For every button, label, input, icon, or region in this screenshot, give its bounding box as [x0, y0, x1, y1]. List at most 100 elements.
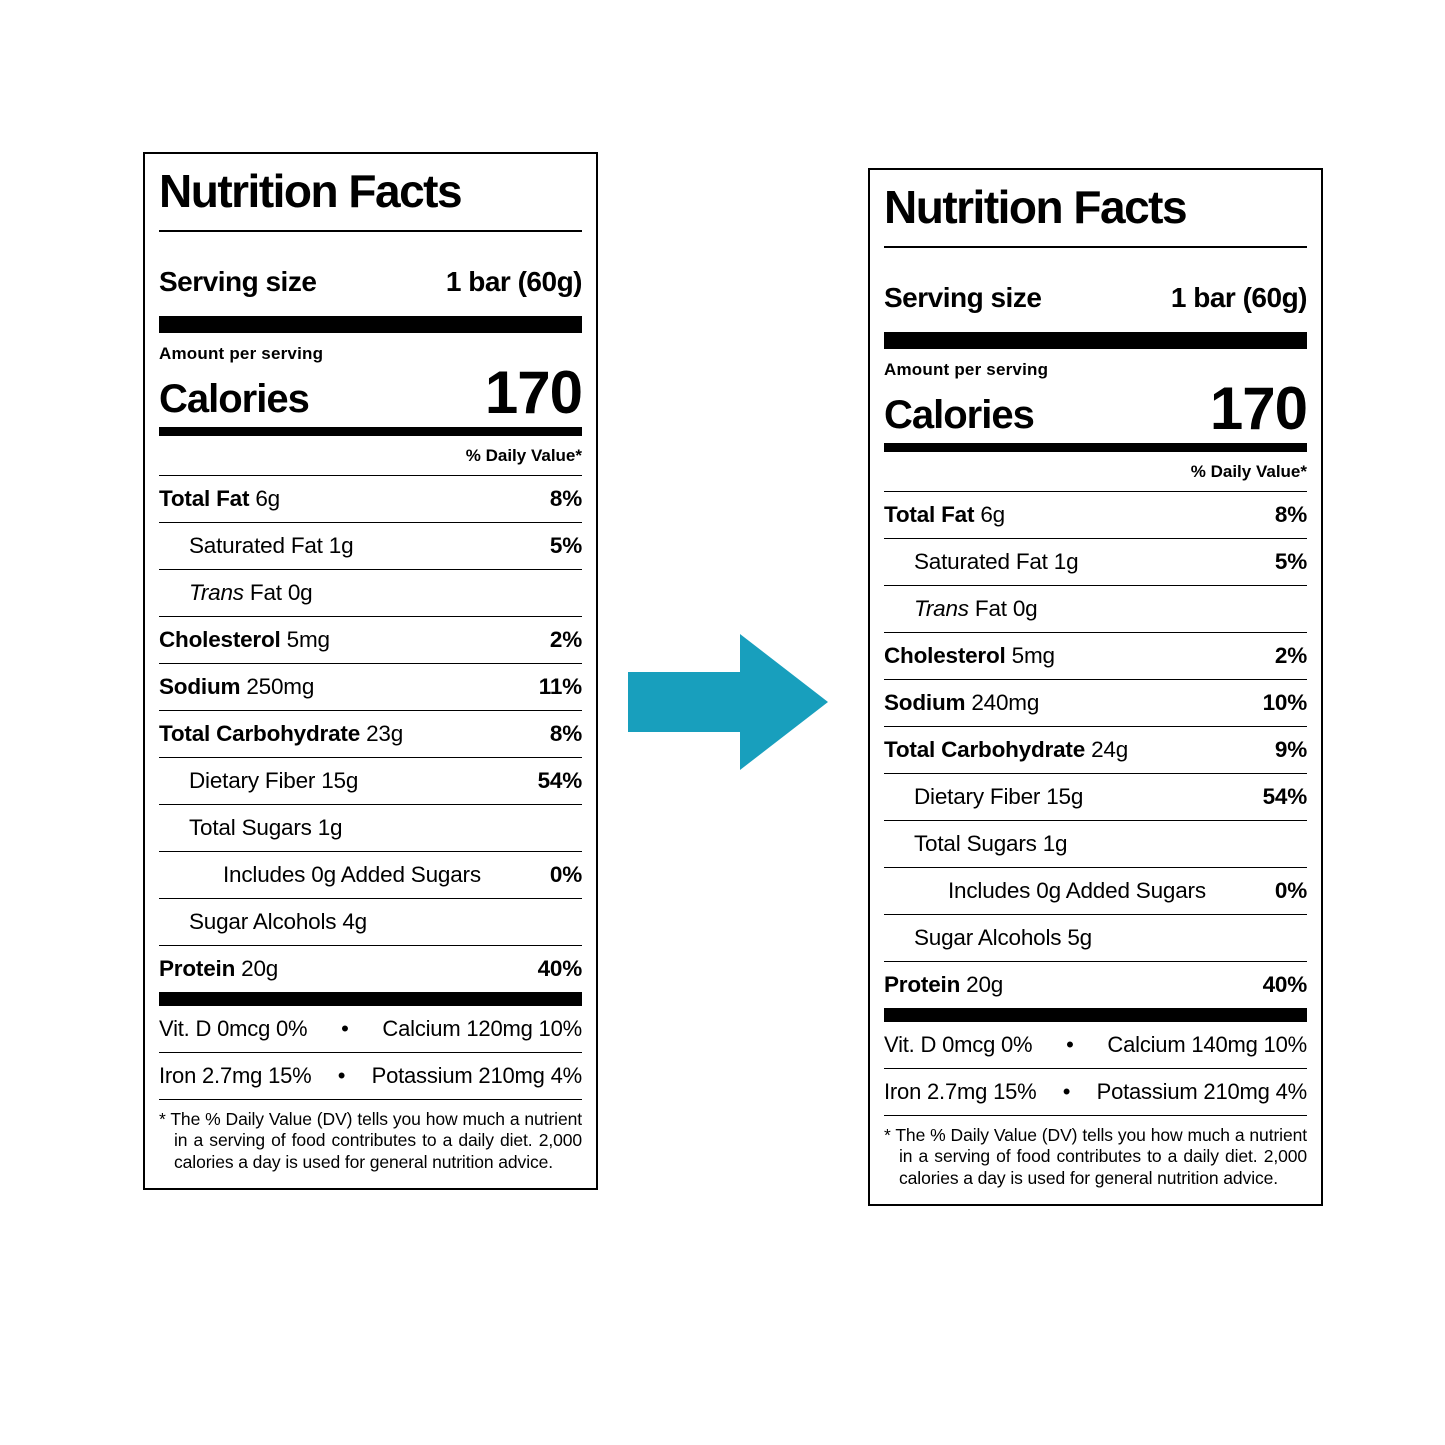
nutrient-name: Sugar Alcohols 4g [189, 908, 367, 934]
row-cholesterol: Cholesterol 5mg 2% [159, 615, 582, 663]
nutrient-name: Cholesterol 5mg [159, 627, 538, 653]
row-protein: Protein 20g 40% [159, 944, 583, 992]
nutrient-name-bold: Protein [884, 971, 961, 997]
row-trans-fat: Trans Fat 0g [159, 568, 582, 616]
medium-divider [884, 442, 1307, 452]
row-total-fat: Total Fat 6g 8% [159, 474, 582, 522]
nutrient-amount: 6g [980, 501, 1005, 527]
daily-value-header: % Daily Value* [1190, 461, 1307, 481]
micro-left: Vit. D 0mcg 0% [884, 1031, 1033, 1057]
nutrient-name-bold: Total Fat [159, 485, 250, 511]
row-total-fat: Total Fat 6g 8% [884, 490, 1307, 538]
daily-value-percent: 8% [549, 720, 582, 746]
calories-value: 170 [484, 358, 583, 426]
micro-left: Iron 2.7mg 15% [159, 1062, 312, 1088]
calories-row: Calories 170 [884, 374, 1308, 443]
nutrient-name-bold: Total Carbohydrate [159, 720, 361, 746]
row-sugar-alcohols: Sugar Alcohols 4g [159, 897, 582, 945]
nutrient-amount: 20g [966, 971, 1004, 997]
nutrient-amount: 23g [366, 720, 404, 746]
daily-value-percent: 8% [549, 485, 582, 511]
thick-divider [884, 331, 1307, 349]
thick-divider [159, 991, 582, 1006]
nutrient-name-bold: Total Fat [884, 501, 975, 527]
daily-value-percent: 10% [1262, 689, 1308, 715]
daily-value-percent: 5% [549, 532, 582, 558]
row-protein: Protein 20g 40% [884, 960, 1308, 1008]
nutrient-name-bold: Cholesterol [884, 642, 1006, 668]
nutrient-name: Total Carbohydrate 24g [884, 737, 1263, 763]
nutrient-name: Total Fat 6g [159, 486, 538, 512]
nutrient-name: Sodium 250mg [159, 674, 527, 700]
calories-value: 170 [1209, 374, 1308, 442]
daily-value-percent: 5% [1274, 548, 1307, 574]
row-total-sugars: Total Sugars 1g [884, 819, 1307, 867]
micro-right: Potassium 210mg 4% [371, 1062, 583, 1088]
daily-value-percent: 2% [549, 626, 582, 652]
daily-value-percent: 11% [538, 673, 582, 699]
daily-value-header: % Daily Value* [465, 445, 582, 465]
nutrient-name: Saturated Fat 1g [914, 548, 1079, 574]
nutrient-name-bold: Protein [159, 955, 236, 981]
footnote: * The % Daily Value (DV) tells you how m… [884, 1124, 1307, 1189]
micronutrient-row-iron-potassium: Iron 2.7mg 15% • Potassium 210mg 4% [159, 1053, 582, 1100]
nutrient-name: Total Sugars 1g [914, 830, 1068, 856]
nutrient-name: Total Carbohydrate 23g [159, 721, 538, 747]
daily-value-percent: 9% [1274, 736, 1307, 762]
nutrient-name: Protein 20g [159, 956, 526, 982]
nutrient-name: Dietary Fiber 15g [189, 767, 359, 793]
nutrient-name: Dietary Fiber 15g [914, 783, 1084, 809]
bullet-separator: • [337, 1062, 346, 1088]
row-added-sugars: Includes 0g Added Sugars 0% [884, 866, 1307, 914]
calories-label: Calories [159, 376, 310, 421]
nutrition-label-before: Nutrition Facts Serving size 1 bar (60g)… [143, 152, 598, 1191]
nutrient-amount: Fat 0g [249, 579, 313, 605]
nutrient-name-italic: Trans [189, 579, 244, 605]
bullet-separator: • [1062, 1078, 1071, 1104]
micronutrient-row-iron-potassium: Iron 2.7mg 15% • Potassium 210mg 4% [884, 1069, 1307, 1116]
medium-divider [159, 426, 582, 436]
row-saturated-fat: Saturated Fat 1g 5% [884, 537, 1307, 585]
calories-row: Calories 170 [159, 358, 583, 427]
nutrient-amount: 5mg [1011, 642, 1055, 668]
right-arrow-icon [628, 634, 828, 770]
nutrient-amount: 20g [241, 955, 279, 981]
nutrient-name: Includes 0g Added Sugars [223, 861, 481, 887]
amount-per-serving-label: Amount per serving [884, 359, 1049, 379]
nutrient-name-bold: Total Carbohydrate [884, 736, 1086, 762]
serving-size-row: Serving size 1 bar (60g) [159, 232, 583, 316]
nutrient-name: Includes 0g Added Sugars [948, 877, 1206, 903]
serving-size-value: 1 bar (60g) [1170, 281, 1308, 313]
nutrient-name: Sugar Alcohols 5g [914, 924, 1092, 950]
micronutrient-row-vitd-calcium: Vit. D 0mcg 0% • Calcium 120mg 10% [159, 1006, 582, 1053]
micro-left: Iron 2.7mg 15% [884, 1078, 1037, 1104]
nutrition-label-after: Nutrition Facts Serving size 1 bar (60g)… [868, 168, 1323, 1207]
thick-divider [159, 315, 582, 333]
label-title: Nutrition Facts [159, 165, 463, 217]
nutrient-name: Cholesterol 5mg [884, 643, 1263, 669]
row-dietary-fiber: Dietary Fiber 15g 54% [159, 756, 582, 804]
nutrient-name: Total Sugars 1g [189, 814, 343, 840]
row-sodium: Sodium 250mg 11% [159, 662, 582, 710]
row-sugar-alcohols: Sugar Alcohols 5g [884, 913, 1307, 961]
nutrient-name-italic: Trans [914, 595, 969, 621]
label-title: Nutrition Facts [884, 181, 1188, 233]
daily-value-percent: 2% [1274, 642, 1307, 668]
divider [884, 245, 1307, 248]
serving-size-value: 1 bar (60g) [445, 265, 583, 297]
nutrient-name-bold: Cholesterol [159, 626, 281, 652]
divider [159, 229, 582, 232]
nutrient-amount: 240mg [971, 689, 1040, 715]
row-saturated-fat: Saturated Fat 1g 5% [159, 521, 582, 569]
nutrient-name: Saturated Fat 1g [189, 532, 354, 558]
nutrient-amount: 24g [1091, 736, 1129, 762]
nutrient-name: Trans Fat 0g [159, 580, 582, 606]
nutrient-name-bold: Sodium [159, 673, 241, 699]
daily-value-percent: 40% [537, 955, 583, 981]
row-total-carbohydrate: Total Carbohydrate 24g 9% [884, 725, 1307, 773]
micro-right: Potassium 210mg 4% [1096, 1078, 1308, 1104]
micronutrient-row-vitd-calcium: Vit. D 0mcg 0% • Calcium 140mg 10% [884, 1022, 1307, 1069]
row-sodium: Sodium 240mg 10% [884, 678, 1308, 726]
daily-value-percent: 40% [1262, 971, 1308, 997]
micro-right: Calcium 120mg 10% [382, 1015, 582, 1041]
